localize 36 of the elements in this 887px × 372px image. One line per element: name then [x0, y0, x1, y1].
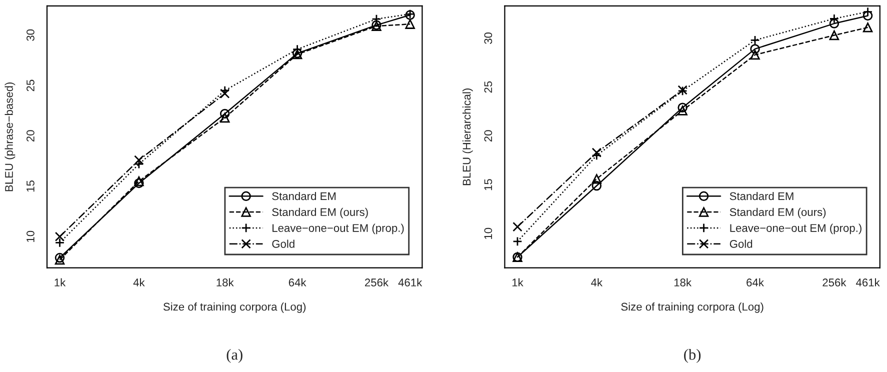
x-tick-label: 1k — [512, 278, 524, 286]
y-tick-label: 25 — [26, 80, 34, 92]
y-axis-title: BLEU (phrase−based) — [4, 82, 16, 192]
legend-label: Leave−one−out EM (prop.) — [272, 224, 404, 234]
legend-label: Gold — [730, 240, 752, 248]
x-tick-label: 461k — [398, 278, 422, 286]
y-tick-label: 25 — [484, 81, 492, 93]
legend-label: Leave−one−out EM (prop.) — [730, 224, 862, 234]
x-tick-label: 4k — [133, 278, 145, 286]
y-tick-label: 30 — [26, 29, 34, 41]
x-axis-title: Size of training corpora (Log) — [621, 302, 764, 313]
legend-label: Gold — [272, 240, 294, 248]
y-tick-label: 10 — [26, 230, 34, 242]
y-tick-label: 30 — [484, 32, 492, 44]
x-tick-label: 4k — [591, 278, 603, 286]
x-tick-label: 256k — [364, 278, 389, 286]
y-tick-label: 15 — [26, 180, 34, 192]
y-tick-label: 20 — [484, 130, 492, 142]
x-tick-label: 461k — [856, 278, 880, 286]
x-axis-title: Size of training corpora (Log) — [163, 302, 306, 313]
text: (b) — [684, 349, 701, 363]
y-axis-title: BLEU (Hierarchical) — [462, 88, 473, 186]
x-tick-label: 256k — [822, 278, 846, 286]
x-tick-label: 64k — [288, 278, 306, 286]
y-tick-label: 15 — [484, 179, 492, 190]
legend-label: Standard EM — [272, 192, 336, 200]
y-tick-label: 10 — [484, 228, 492, 239]
x-tick-label: 18k — [674, 278, 692, 286]
x-tick-label: 64k — [746, 278, 764, 286]
legend-label: Standard EM (ours) — [730, 208, 826, 218]
x-tick-label: 1k — [54, 278, 66, 286]
x-tick-label: 18k — [216, 278, 234, 286]
legend-label: Standard EM (ours) — [272, 208, 368, 218]
text: (a) — [226, 349, 242, 363]
y-tick-label: 20 — [26, 130, 34, 142]
legend-label: Standard EM — [730, 192, 794, 200]
